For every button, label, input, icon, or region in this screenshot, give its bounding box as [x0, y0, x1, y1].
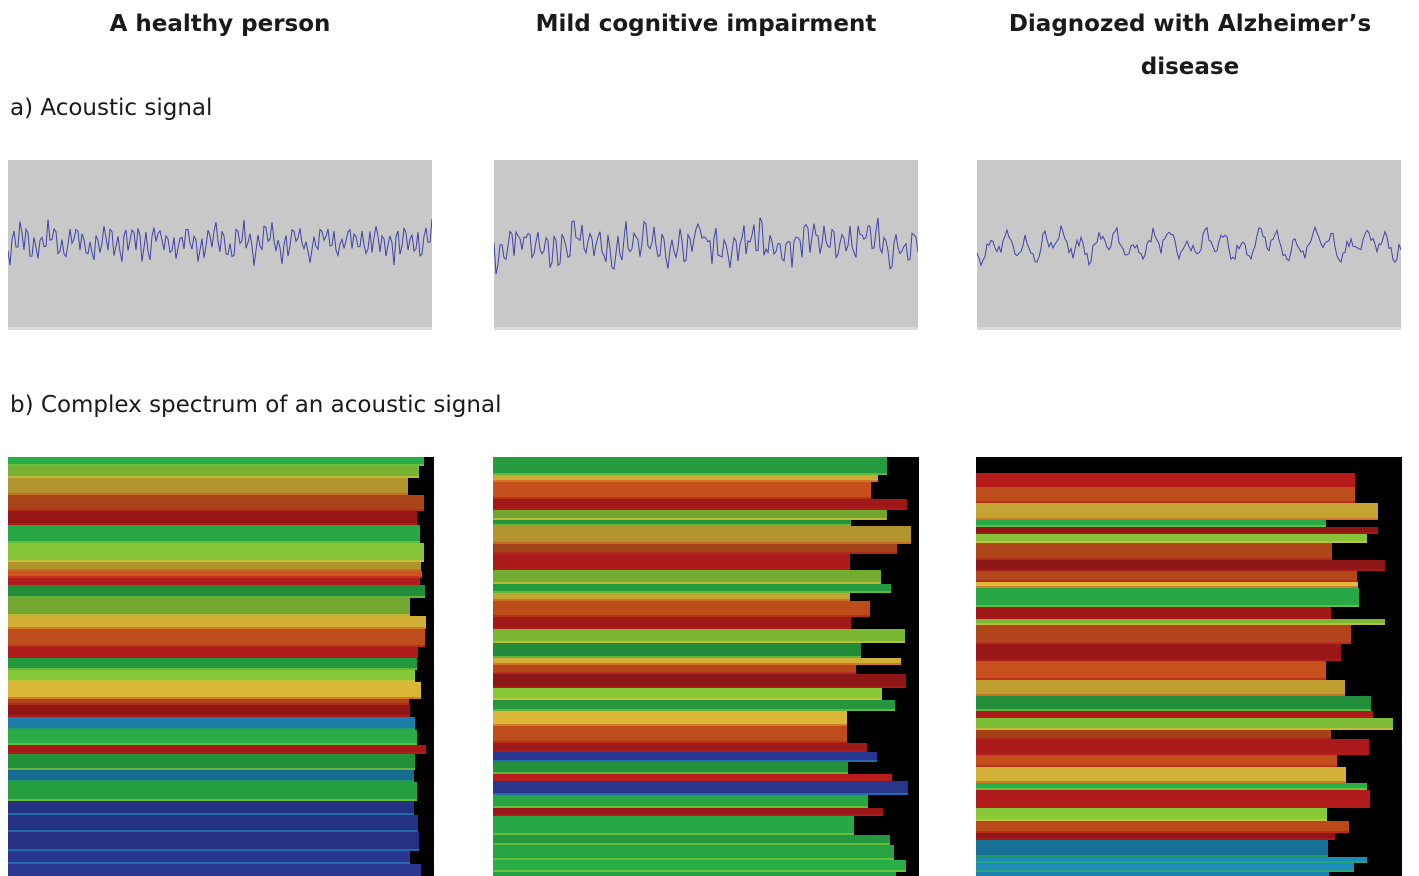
column-title-alzheimers: Diagnozed with Alzheimer’s disease — [1008, 11, 1372, 80]
waveform-alzheimers — [977, 225, 1401, 267]
waveform-panel-healthy — [8, 160, 432, 330]
section-label-acoustic-signal: a) Acoustic signal — [10, 95, 213, 121]
column-title-mci: Mild cognitive impairment — [535, 11, 877, 37]
spectrum-image-mci — [493, 457, 919, 876]
section-label-complex-spectrum: b) Complex spectrum of an acoustic signa… — [10, 392, 502, 418]
spectrum-image-alzheimers — [976, 457, 1402, 876]
spectrum-image-healthy — [8, 457, 434, 876]
waveform-mci — [494, 217, 918, 275]
waveform-panel-mci — [494, 160, 918, 330]
waveform-healthy — [8, 218, 432, 266]
waveform-panel-alzheimers — [977, 160, 1401, 330]
column-title-healthy: A healthy person — [109, 11, 331, 37]
